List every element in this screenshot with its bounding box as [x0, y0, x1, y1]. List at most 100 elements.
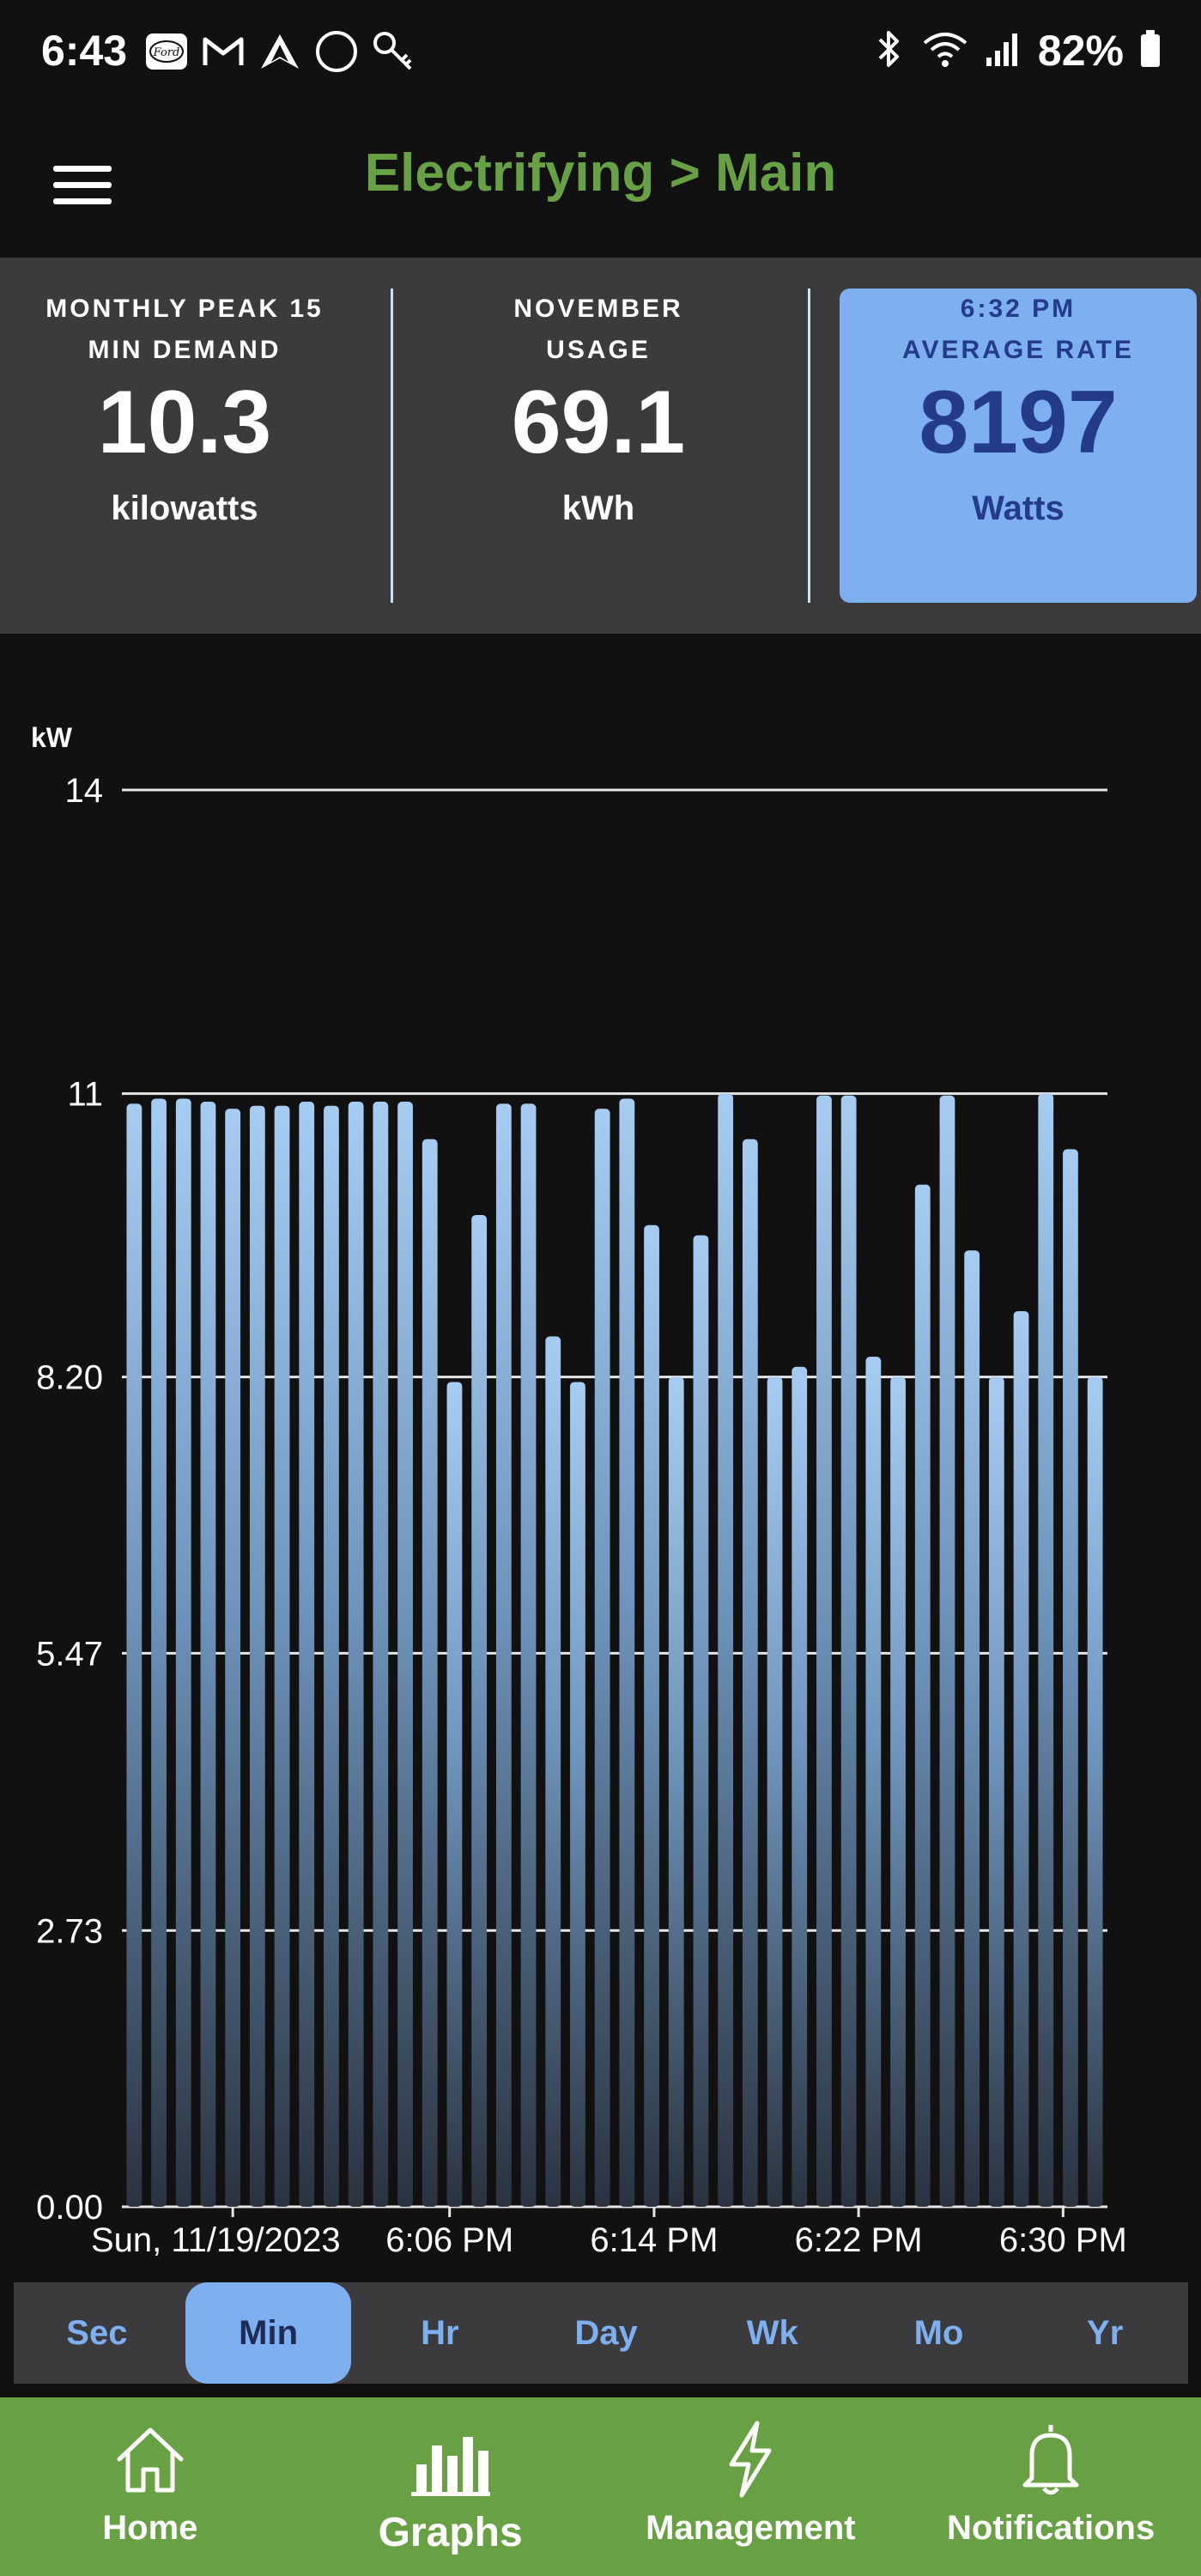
power-chart[interactable]: kW 0.00 2.73 5.47 8.20 11 14 Sun, 11/19/2023 6:0… — [0, 713, 1201, 2258]
chart-bar[interactable] — [422, 1139, 438, 2207]
chart-bar[interactable] — [570, 1382, 585, 2207]
chart-bar[interactable] — [545, 1336, 561, 2207]
chart-bar[interactable] — [225, 1109, 241, 2207]
stat-divider — [808, 289, 810, 603]
chart-bar[interactable] — [1013, 1310, 1029, 2207]
chart-bar[interactable] — [520, 1103, 537, 2207]
x-tick-label: 6:30 PM — [999, 2221, 1127, 2258]
range-mo-button[interactable]: Mo — [913, 2313, 964, 2352]
status-right: 82% — [871, 26, 1162, 76]
chart-bar[interactable] — [126, 1103, 143, 2207]
chart-bar[interactable] — [939, 1095, 955, 2207]
x-tick-label: 6:14 PM — [590, 2221, 718, 2258]
chart-bar[interactable] — [890, 1376, 906, 2207]
nav-notifications-label: Notifications — [947, 2509, 1156, 2547]
chart-bar[interactable] — [594, 1109, 610, 2207]
chart-bar[interactable] — [348, 1102, 364, 2207]
peak-demand-unit: kilowatts — [111, 489, 258, 527]
x-tick-label: 6:22 PM — [795, 2221, 923, 2258]
signal-icon — [985, 30, 1022, 72]
chart-bar[interactable] — [644, 1224, 659, 2207]
bar-chart-icon — [410, 2437, 490, 2496]
stat-divider — [391, 289, 393, 603]
chart-bar[interactable] — [693, 1235, 709, 2207]
y-tick-label: 0.00 — [36, 2189, 103, 2227]
app-header: Electrifying > Main — [0, 112, 1201, 258]
range-sec-button[interactable]: Sec — [66, 2313, 128, 2352]
chart-bar[interactable] — [495, 1103, 512, 2207]
gmail-icon — [201, 29, 246, 74]
y-axis-unit-label: kW — [31, 722, 73, 753]
chart-bar[interactable] — [299, 1102, 315, 2207]
chart-bar[interactable] — [668, 1376, 684, 2207]
peak-demand-label-2: MIN DEMAND — [88, 336, 282, 364]
monthly-usage-stat: NOVEMBER USAGE 69.1 kWh — [414, 289, 783, 534]
chart-bar[interactable] — [840, 1095, 857, 2207]
menu-button[interactable] — [53, 150, 122, 219]
notification-icons: Ford — [144, 29, 415, 74]
y-tick-label: 2.73 — [36, 1912, 103, 1950]
battery-percentage: 82% — [1037, 27, 1124, 75]
bottom-navigation: Home Graphs Management Notifications — [0, 2397, 1201, 2576]
chart-bar[interactable] — [446, 1382, 463, 2207]
status-bar: 6:43 Ford 82% — [0, 0, 1201, 112]
chart-bar[interactable] — [619, 1098, 635, 2207]
status-time: 6:43 — [41, 27, 128, 75]
nav-graphs-label: Graphs — [378, 2510, 523, 2555]
chart-bar[interactable] — [200, 1102, 216, 2207]
nav-management[interactable]: Management — [601, 2397, 901, 2576]
navigation-app-icon — [258, 29, 302, 74]
range-day-button[interactable]: Day — [574, 2313, 638, 2352]
chart-bar[interactable] — [471, 1215, 488, 2207]
chart-bar[interactable] — [964, 1250, 980, 2207]
chart-bar[interactable] — [274, 1105, 290, 2207]
chart-bar[interactable] — [816, 1095, 832, 2207]
range-wk-button[interactable]: Wk — [746, 2313, 798, 2352]
monthly-usage-label-2: USAGE — [546, 336, 651, 364]
chart-bar[interactable] — [1038, 1093, 1054, 2207]
chart-bar[interactable] — [151, 1098, 167, 2207]
y-tick-label: 11 — [67, 1076, 103, 1114]
chart-bar[interactable] — [397, 1102, 413, 2207]
chart-bar[interactable] — [1087, 1376, 1103, 2207]
chart-bar[interactable] — [742, 1139, 758, 2207]
chart-bar[interactable] — [988, 1376, 1004, 2207]
monthly-usage-label-1: NOVEMBER — [513, 295, 683, 323]
monthly-usage-value: 69.1 — [511, 373, 686, 472]
chart-bar[interactable] — [249, 1105, 265, 2207]
nav-home[interactable]: Home — [0, 2397, 300, 2576]
nav-home-label: Home — [102, 2509, 198, 2547]
lightning-icon — [729, 2421, 772, 2498]
x-tick-label: 6:06 PM — [385, 2221, 513, 2258]
ford-app-icon: Ford — [144, 29, 189, 74]
average-rate-time: 6:32 PM — [960, 295, 1077, 323]
chart-bar[interactable] — [175, 1098, 191, 2207]
chart-bar[interactable] — [1063, 1149, 1078, 2207]
chart-bar[interactable] — [914, 1184, 931, 2207]
nav-notifications[interactable]: Notifications — [901, 2397, 1201, 2576]
average-rate-value: 8197 — [919, 373, 1118, 472]
time-range-selector: Sec Min Hr Day Wk Mo Yr — [14, 2282, 1188, 2384]
chart-bar[interactable] — [865, 1357, 882, 2207]
chart-bar[interactable] — [718, 1093, 734, 2207]
peak-demand-stat: MONTHLY PEAK 15 MIN DEMAND 10.3 kilowatt… — [0, 289, 369, 534]
stats-panel: MONTHLY PEAK 15 MIN DEMAND 10.3 kilowatt… — [0, 258, 1201, 634]
y-tick-label: 14 — [65, 772, 104, 810]
average-rate-unit: Watts — [972, 489, 1065, 527]
chart-bar[interactable] — [767, 1376, 783, 2207]
svg-text:Ford: Ford — [153, 46, 180, 59]
y-tick-label: 8.20 — [36, 1359, 103, 1397]
peak-demand-label-1: MONTHLY PEAK 15 — [45, 295, 324, 323]
nav-graphs[interactable]: Graphs — [300, 2397, 601, 2576]
range-min-button[interactable]: Min — [185, 2282, 352, 2384]
chart-bar[interactable] — [324, 1105, 339, 2207]
key-icon — [371, 29, 415, 74]
battery-icon — [1139, 29, 1162, 72]
average-rate-stat[interactable]: 6:32 PM AVERAGE RATE 8197 Watts — [840, 289, 1197, 603]
badge-icon — [314, 29, 359, 74]
x-tick-label: Sun, 11/19/2023 — [91, 2221, 341, 2258]
range-yr-button[interactable]: Yr — [1087, 2313, 1124, 2352]
chart-bar[interactable] — [373, 1102, 389, 2207]
range-hr-button[interactable]: Hr — [421, 2313, 459, 2352]
chart-bar[interactable] — [792, 1366, 808, 2207]
